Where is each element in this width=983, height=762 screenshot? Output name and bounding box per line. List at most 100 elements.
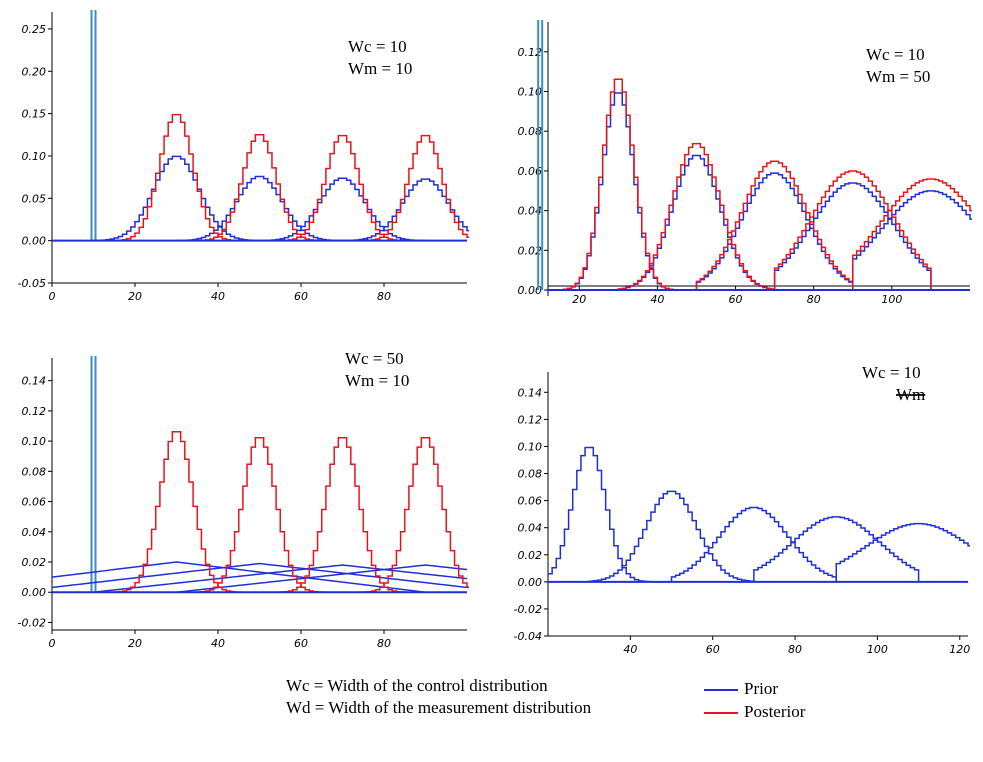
legend-posterior-swatch [704, 712, 738, 715]
x-tick-label: 100 [867, 643, 888, 656]
x-tick-label: 60 [294, 290, 308, 303]
panel-bottom-right: -0.04 -0.02 0.00 0.02 0.04 0.06 0.08 0.10 0.12 0.… [514, 363, 971, 656]
prior-curve [52, 564, 468, 593]
prior-curve [258, 177, 427, 242]
x-tick-label: 120 [949, 643, 970, 656]
x-tick-label: 100 [881, 293, 902, 306]
annotation-line: Wc = 10 [862, 363, 921, 382]
posterior-curve [342, 134, 469, 242]
prior-curve [92, 155, 261, 242]
y-tick-label: 0.10 [22, 150, 47, 163]
x-tick-label: 20 [128, 637, 142, 650]
y-tick-label: 0.00 [518, 284, 543, 297]
panel-top-right: 0.00 0.02 0.04 0.06 0.08 0.10 0.12 20 40 60 80 100 W… [518, 20, 972, 306]
y-tick-label: 0.06 [518, 495, 543, 508]
annotation-line: Wm = 10 [345, 371, 409, 390]
y-tick-label: 0.08 [518, 125, 543, 138]
y-tick-label: 0.04 [518, 522, 543, 535]
posterior-curve [92, 431, 261, 593]
annotation-line: Wm = 10 [348, 59, 412, 78]
y-tick-label: 0.04 [22, 526, 47, 539]
y-tick-label: 0.12 [518, 413, 543, 426]
posterior-curve [773, 170, 932, 291]
prior-curve [588, 490, 755, 582]
legend-posterior-label: Posterior [744, 702, 806, 721]
posterior-curve [341, 437, 469, 593]
x-tick-label: 40 [623, 643, 637, 656]
prior-curve [695, 172, 854, 291]
legend-posterior: Posterior [704, 702, 805, 722]
prior-curve [341, 178, 469, 242]
y-tick-label: 0.08 [518, 468, 543, 481]
y-tick-label: 0.10 [22, 435, 47, 448]
prior-curve [835, 522, 970, 582]
annotation-line: Wc = 10 [348, 37, 407, 56]
y-tick-label: 0.02 [518, 549, 543, 562]
y-tick-label: -0.02 [514, 603, 542, 616]
y-tick-label: 0.02 [518, 244, 543, 257]
prior-curve [52, 562, 468, 589]
posterior-curve [852, 178, 972, 291]
annotation-line: Wc = 50 [345, 349, 404, 368]
y-tick-label: 0.12 [518, 46, 543, 59]
x-tick-label: 80 [377, 637, 391, 650]
y-tick-label: 0.25 [22, 23, 47, 36]
posterior-curve [92, 113, 261, 242]
y-tick-label: 0.00 [518, 576, 543, 589]
panel-bottom-left: -0.02 0.00 0.02 0.04 0.06 0.08 0.10 0.12 0.14 0 20… [18, 349, 469, 650]
y-tick-label: 0.04 [518, 205, 543, 218]
x-tick-label: 80 [807, 293, 821, 306]
y-tick-label: 0.00 [22, 235, 47, 248]
y-tick-label: 0.06 [22, 496, 47, 509]
posterior-curve [617, 142, 776, 291]
prior-curve [773, 182, 932, 291]
x-tick-label: 80 [788, 643, 802, 656]
caption-wd: Wd = Width of the measurement distributi… [286, 698, 592, 717]
posterior-curve [695, 160, 854, 291]
x-tick-label: 40 [211, 290, 225, 303]
x-tick-label: 40 [211, 637, 225, 650]
y-tick-label: 0.08 [22, 465, 47, 478]
y-tick-label: -0.05 [18, 277, 46, 290]
posterior-curve [259, 134, 426, 242]
y-tick-label: 0.14 [22, 375, 47, 388]
x-tick-label: 20 [572, 293, 586, 306]
y-tick-label: -0.02 [18, 616, 46, 629]
legend-prior-label: Prior [744, 679, 778, 698]
x-tick-label: 20 [128, 290, 142, 303]
x-tick-label: 0 [49, 290, 56, 303]
annotation-line: Wc = 10 [866, 45, 925, 64]
prior-curve [753, 516, 920, 582]
x-tick-label: 80 [377, 290, 391, 303]
y-tick-label: 0.05 [22, 192, 47, 205]
y-tick-label: 0.15 [22, 108, 47, 121]
legend-prior-swatch [704, 689, 738, 692]
x-tick-label: 40 [650, 293, 664, 306]
y-tick-label: 0.10 [518, 440, 543, 453]
legend-prior: Prior [704, 679, 778, 699]
y-tick-label: 0.20 [22, 65, 47, 78]
y-tick-label: 0.02 [22, 556, 47, 569]
prior-curve [52, 561, 467, 593]
x-tick-label: 60 [294, 637, 308, 650]
y-tick-label: -0.04 [514, 630, 542, 643]
x-tick-label: 0 [49, 637, 56, 650]
posterior-curve [258, 437, 427, 593]
y-tick-label: 0.00 [22, 586, 47, 599]
y-tick-label: 0.06 [518, 165, 543, 178]
x-tick-label: 60 [706, 643, 720, 656]
posterior-curve [175, 437, 344, 593]
y-tick-label: 0.12 [22, 405, 47, 418]
posterior-curve [176, 134, 343, 242]
panel-top-left: -0.05 0.00 0.05 0.10 0.15 0.20 0.25 0 20 40 60 80 Wc… [18, 10, 469, 303]
x-tick-label: 60 [729, 293, 743, 306]
annotation-line: Wm = 50 [866, 67, 930, 86]
posterior-curve [548, 78, 698, 291]
prior-curve [175, 175, 344, 242]
y-tick-label: 0.14 [518, 386, 543, 399]
prior-curve [617, 154, 776, 291]
prior-curve [852, 190, 972, 291]
caption-wc: Wc = Width of the control distribution [286, 676, 548, 695]
prior-curve [670, 506, 837, 582]
